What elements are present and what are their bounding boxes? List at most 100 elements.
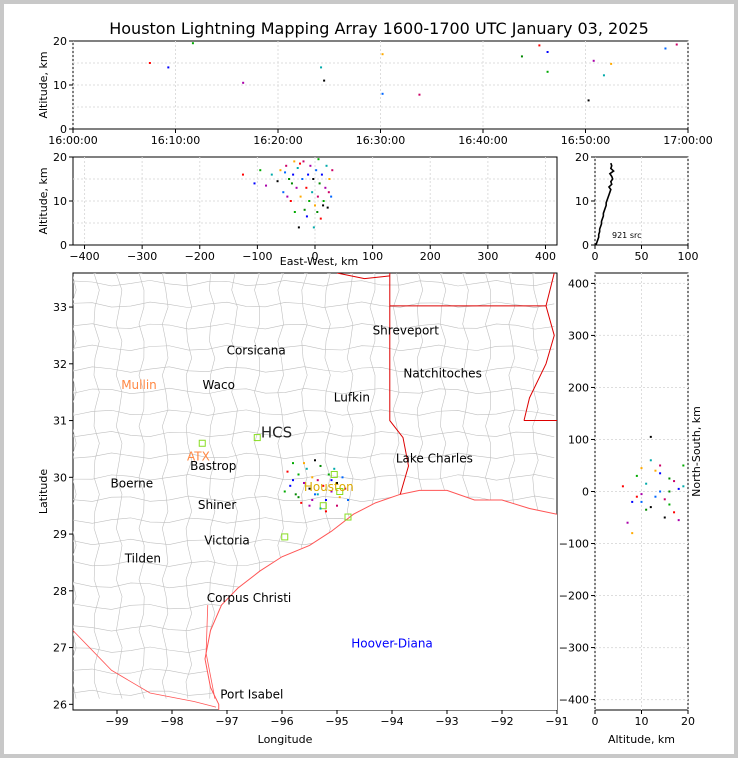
east-west-point <box>328 178 331 180</box>
east-west-point <box>317 158 320 161</box>
map-source-point <box>314 459 316 462</box>
station-marker <box>336 488 344 495</box>
north-south-point <box>668 477 671 480</box>
city-label: Boerne <box>111 477 154 491</box>
north-south-point <box>640 493 643 496</box>
mexico-border <box>73 630 217 708</box>
east-west-point <box>296 167 299 169</box>
map-x-tick-label: −96 <box>270 715 293 728</box>
map-x-tick-label: −92 <box>490 715 513 728</box>
red-river <box>336 273 390 280</box>
east-west-point <box>286 195 289 198</box>
map-source-point <box>294 493 297 496</box>
map-source-point <box>327 473 330 476</box>
map-source-point <box>311 476 314 479</box>
east-west-point <box>265 184 268 187</box>
map-source-point <box>314 493 316 496</box>
map-source-point <box>300 501 303 504</box>
north-south-point <box>673 480 676 483</box>
north-south-x-tick-label: 0 <box>592 715 599 728</box>
east-west-point <box>326 206 329 209</box>
map-source-point <box>303 462 305 465</box>
county-line <box>138 273 145 699</box>
east-west-point <box>330 195 333 198</box>
east-west-point <box>253 182 256 185</box>
station-marker <box>319 502 327 510</box>
map-x-tick-label: −93 <box>435 715 458 728</box>
map-source-point <box>322 484 325 487</box>
map-source-point <box>308 504 311 507</box>
map-x-tick-label: −98 <box>160 715 183 728</box>
time-altitude-point <box>538 44 541 47</box>
city-label: Natchitoches <box>403 366 481 380</box>
state-border-tx-la <box>389 273 410 495</box>
gulf-water <box>205 490 557 710</box>
county-line <box>185 273 193 699</box>
time-tick-label: 16:10:00 <box>151 134 200 147</box>
map-source-point <box>319 507 322 510</box>
east-west-y-tick-label: 0 <box>60 239 67 252</box>
east-west-point <box>327 191 330 194</box>
time-altitude-point <box>546 51 549 53</box>
north-south-y-tick-label: −300 <box>559 642 589 655</box>
county-line <box>73 344 555 352</box>
map-x-tick-label: −94 <box>380 715 403 728</box>
north-south-point <box>659 490 662 493</box>
map-source-point <box>292 479 294 482</box>
map-x-tick-label: −95 <box>325 715 348 728</box>
east-west-y-tick-label: 20 <box>53 151 67 164</box>
map-source-point <box>330 479 333 482</box>
east-west-y-tick-label: 10 <box>53 195 67 208</box>
north-south-point <box>649 435 652 438</box>
north-south-y-tick-label: 300 <box>568 329 589 342</box>
county-line <box>115 273 123 699</box>
map-source-point <box>289 484 292 487</box>
city-label: ATX <box>187 449 210 463</box>
map-source-point <box>325 510 327 513</box>
east-west-point <box>299 162 302 165</box>
map-source-point <box>283 490 286 493</box>
map-source-point <box>305 467 308 470</box>
time-altitude-y-tick-label: 10 <box>53 79 67 92</box>
county-line <box>73 280 555 287</box>
map-source-point <box>347 499 349 502</box>
north-south-y-tick-label: 0 <box>582 486 589 499</box>
time-tick-label: 16:50:00 <box>561 134 610 147</box>
time-tick-label: 16:00:00 <box>48 134 97 147</box>
east-west-point <box>318 182 321 185</box>
north-south-point <box>668 503 671 506</box>
map-source-point <box>286 470 289 473</box>
east-west-point <box>316 195 319 198</box>
time-altitude-point <box>167 66 170 69</box>
county-line <box>73 387 555 395</box>
map-source-point <box>297 496 300 499</box>
north-south-y-tick-label: 200 <box>568 381 589 394</box>
east-west-point <box>289 200 292 202</box>
histogram-x-tick-label: 50 <box>635 250 649 263</box>
east-west-point <box>319 217 322 220</box>
east-west-altitude-panel: −400 −300 −200 −100 0 100 200 300 400 0 10 20Altitu… <box>37 151 558 268</box>
county-line <box>73 431 555 438</box>
north-south-y-tick-label: 400 <box>568 277 589 290</box>
map-source-point <box>311 499 314 502</box>
map-x-tick-label: −91 <box>545 715 568 728</box>
north-south-point <box>682 485 685 488</box>
city-label: HCS <box>261 424 292 442</box>
mississippi-river <box>523 305 555 421</box>
histogram-x-tick-label: 100 <box>678 250 699 263</box>
north-south-x-tick-label: 20 <box>681 715 695 728</box>
north-south-point <box>626 521 629 524</box>
east-west-point <box>292 173 295 176</box>
time-altitude-point <box>381 92 384 95</box>
north-south-point <box>673 511 676 514</box>
county-line <box>73 366 555 373</box>
time-altitude-y-tick-label: 0 <box>60 123 67 136</box>
north-south-point <box>654 495 657 498</box>
time-altitude-point <box>587 99 590 102</box>
east-west-y-label: Altitude, km <box>37 167 50 234</box>
time-tick-label: 16:20:00 <box>253 134 302 147</box>
time-altitude-point <box>520 55 523 58</box>
east-west-point <box>322 204 325 207</box>
county-line <box>209 273 216 699</box>
east-west-point <box>305 186 308 189</box>
